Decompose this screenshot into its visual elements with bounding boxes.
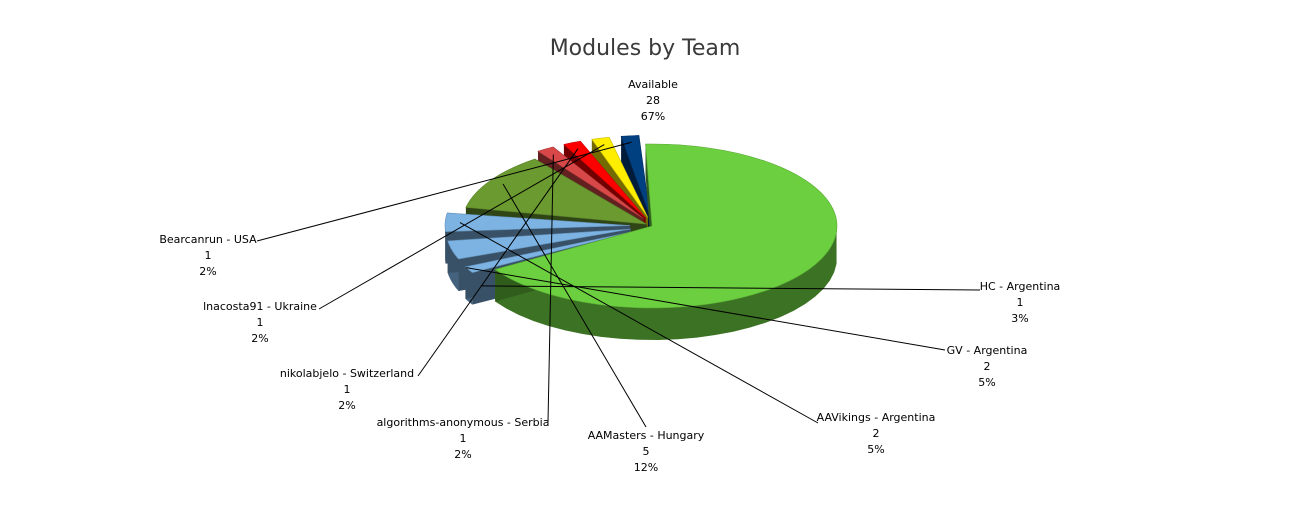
slice-data-label: HC - Argentina 1 3% [980,280,1061,325]
slice-percent-text: 5% [867,443,884,456]
slice-data-label: GV - Argentina 2 5% [947,344,1028,389]
chart-title: Modules by Team [550,36,741,61]
slice-percent-text: 2% [338,399,355,412]
slice-label-text: AAMasters - Hungary [588,429,705,442]
slice-value-text: 1 [205,249,212,262]
slice-label-text: HC - Argentina [980,280,1061,293]
slice-data-label: nikolabjelo - Switzerland 1 2% [280,367,414,412]
slice-value-text: 5 [643,445,650,458]
slice-percent-text: 5% [978,376,995,389]
slice-percent-text: 3% [1011,312,1028,325]
slice-value-text: 1 [1017,296,1024,309]
slice-data-label: AAVikings - Argentina 2 5% [817,411,936,456]
slice-label-text: AAVikings - Argentina [817,411,936,424]
slice-value-text: 2 [984,360,991,373]
slice-label-text: Available [628,78,678,91]
slice-label-text: algorithms-anonymous - Serbia [377,416,550,429]
slice-percent-text: 2% [251,332,268,345]
slice-percent-text: 67% [641,110,665,123]
slice-value-text: 2 [873,427,880,440]
pie-slices [445,135,837,340]
slice-label-text: lnacosta91 - Ukraine [203,300,317,313]
slice-data-label: algorithms-anonymous - Serbia 1 2% [377,416,550,461]
slice-label-text: Bearcanrun - USA [159,233,257,246]
slice-percent-text: 2% [199,265,216,278]
slice-value-text: 1 [460,432,467,445]
slice-percent-text: 2% [454,448,471,461]
slice-label-text: nikolabjelo - Switzerland [280,367,414,380]
slice-data-label: Bearcanrun - USA 1 2% [159,233,257,278]
slice-value-text: 28 [646,94,660,107]
slice-value-text: 1 [344,383,351,396]
slice-data-label: Available 28 67% [628,78,678,123]
slice-percent-text: 12% [634,461,658,474]
slice-data-label: lnacosta91 - Ukraine 1 2% [203,300,317,345]
slice-label-text: GV - Argentina [947,344,1028,357]
slice-value-text: 1 [257,316,264,329]
slice-data-label: AAMasters - Hungary 5 12% [588,429,705,474]
